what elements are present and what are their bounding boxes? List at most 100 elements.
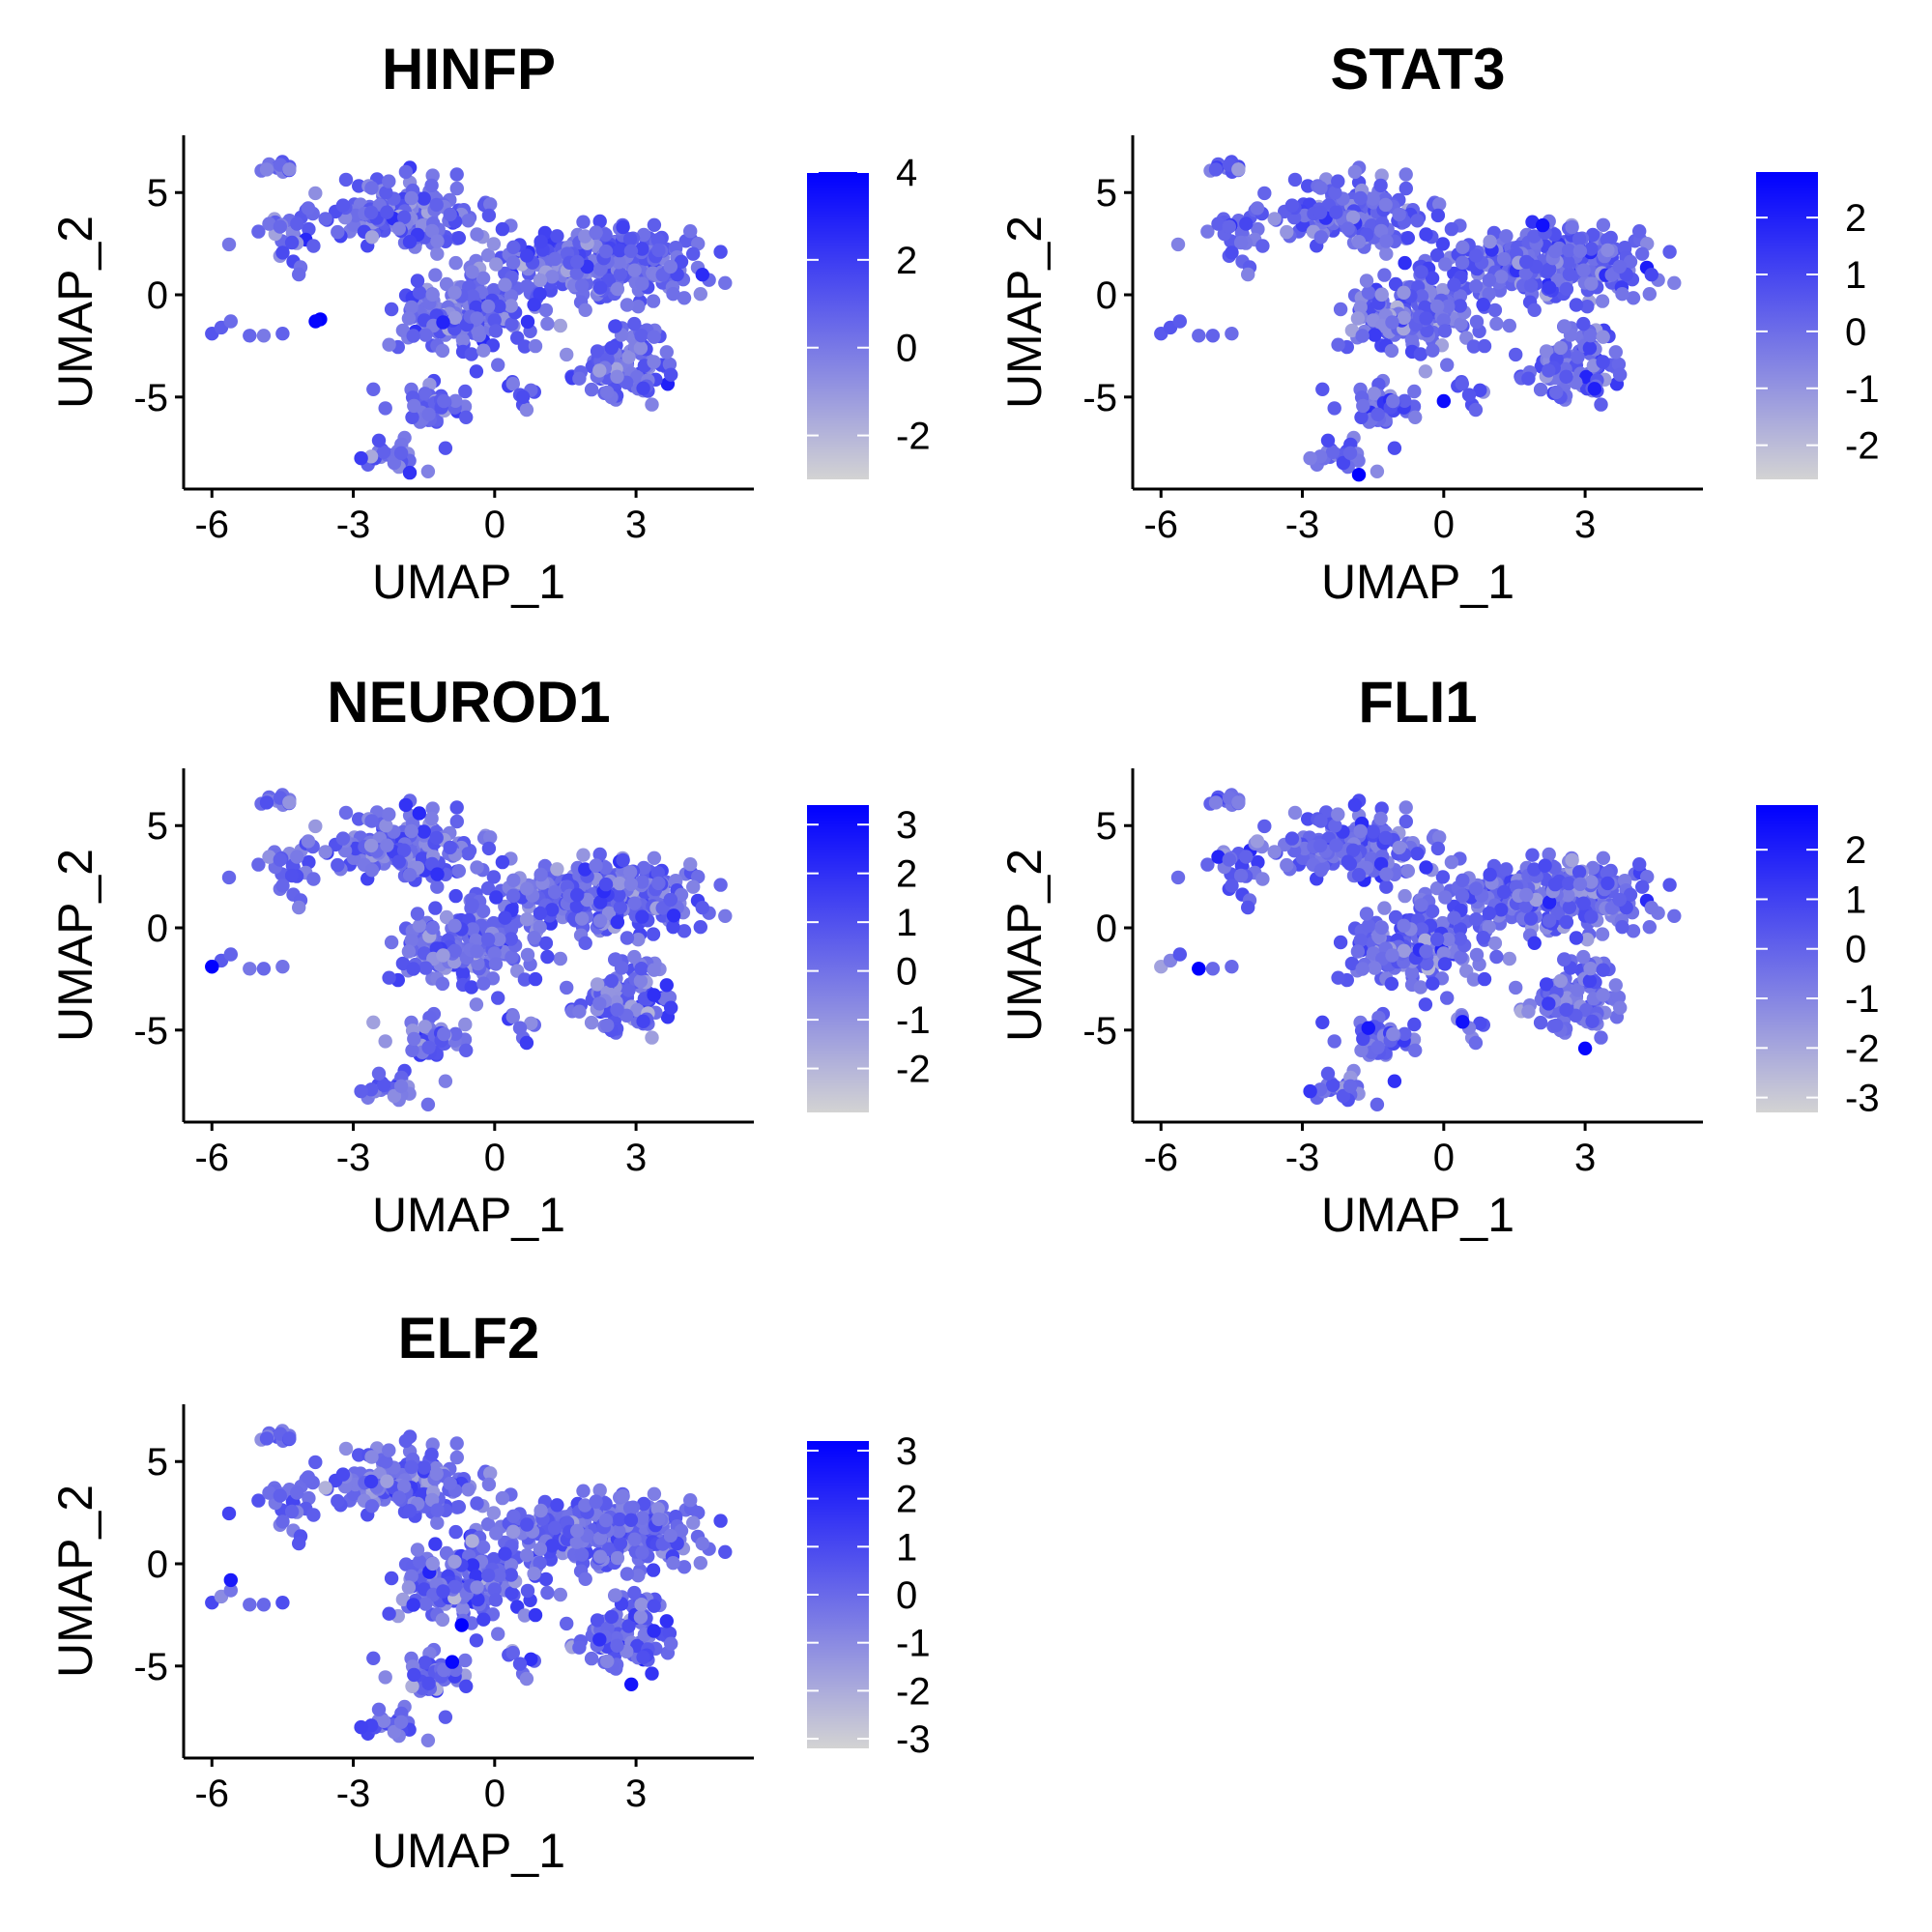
cell-point	[593, 262, 608, 276]
colorbar-tick-label: -2	[896, 1670, 931, 1713]
cell-point	[1561, 243, 1576, 258]
cell-point	[1399, 167, 1413, 182]
cell-point	[1370, 464, 1385, 478]
cell-point	[1225, 327, 1239, 341]
panel-title: ELF2	[398, 1306, 540, 1370]
cell-point	[1523, 911, 1539, 926]
cell-point	[465, 265, 479, 279]
cell-point	[449, 167, 464, 182]
cell-point	[486, 1506, 502, 1520]
cell-point	[476, 1612, 491, 1627]
cell-point	[1585, 227, 1600, 243]
cell-point	[430, 879, 445, 894]
colorbar-tick-label: 2	[896, 1479, 917, 1521]
cell-point	[1565, 219, 1579, 235]
cell-point	[420, 1733, 436, 1748]
cell-point	[1315, 1015, 1330, 1030]
cell-point	[379, 819, 393, 833]
cell-point	[693, 1556, 707, 1571]
cell-point	[666, 920, 680, 935]
cell-point	[259, 162, 274, 177]
cell-point	[1384, 976, 1399, 992]
cell-point	[1341, 854, 1356, 869]
cell-point	[1559, 281, 1574, 297]
cell-point	[480, 932, 496, 947]
cell-point	[545, 1539, 560, 1553]
cell-point	[533, 1556, 547, 1571]
cell-point	[646, 1563, 661, 1577]
cell-point	[402, 235, 418, 249]
cell-point	[371, 433, 387, 447]
cell-point	[610, 281, 625, 297]
cell-point	[677, 1560, 692, 1574]
cell-point	[447, 918, 462, 933]
cell-point	[1583, 962, 1598, 976]
cell-point	[1345, 843, 1361, 857]
cell-point	[410, 1543, 425, 1557]
cell-point	[659, 345, 674, 360]
cell-point	[517, 339, 533, 354]
cell-point	[636, 1650, 650, 1665]
cell-point	[1632, 224, 1647, 239]
cell-point	[1466, 972, 1482, 987]
colorbar-tick-label: 3	[896, 804, 917, 847]
cell-point	[506, 1509, 521, 1524]
cell-point	[636, 381, 650, 395]
cell-point	[1579, 1002, 1594, 1018]
cell-point	[1329, 838, 1343, 852]
cell-point	[1255, 239, 1270, 253]
cell-point	[1483, 234, 1497, 249]
cell-point	[1329, 205, 1343, 219]
cell-point	[402, 868, 418, 882]
cell-point	[469, 997, 484, 1012]
y-tick-label: 0	[1096, 274, 1117, 317]
cell-point	[1347, 797, 1363, 813]
cell-point	[1437, 957, 1453, 971]
cell-point	[1596, 217, 1611, 232]
cell-point	[273, 219, 287, 234]
cell-point	[662, 357, 678, 372]
cell-point	[1413, 347, 1428, 361]
cell-point	[627, 1532, 642, 1546]
cell-point	[627, 896, 642, 910]
y-axis-title: UMAP_2	[48, 849, 102, 1042]
cell-point	[519, 1548, 534, 1563]
cell-point	[438, 441, 453, 455]
cell-point	[1398, 1026, 1412, 1042]
cell-point	[651, 1512, 666, 1527]
cell-point	[578, 862, 592, 877]
cell-point	[376, 1078, 391, 1093]
cell-point	[380, 838, 394, 852]
cell-point	[465, 1534, 479, 1548]
cell-point	[256, 962, 272, 976]
cell-point	[1239, 216, 1254, 231]
cell-point	[636, 1014, 650, 1029]
cell-point	[1444, 221, 1459, 237]
cell-point	[693, 920, 707, 935]
cell-point	[593, 895, 608, 909]
cell-point	[1469, 947, 1485, 963]
cell-point	[306, 1508, 321, 1522]
cell-point	[364, 1499, 380, 1514]
cell-point	[437, 1026, 451, 1042]
cell-point	[480, 299, 496, 314]
cell-point	[572, 371, 587, 386]
cell-point	[464, 980, 478, 995]
x-tick-label: -3	[1285, 1137, 1320, 1179]
cell-point	[363, 1474, 379, 1489]
cell-point	[1373, 811, 1388, 826]
x-tick-label: -6	[1143, 1137, 1178, 1179]
cell-point	[1441, 932, 1456, 947]
cell-point	[458, 1653, 473, 1668]
y-tick-label: 0	[1096, 908, 1117, 950]
cell-point	[1379, 246, 1394, 261]
x-axis-title: UMAP_1	[372, 1824, 565, 1878]
cell-point	[600, 385, 615, 400]
cell-point	[1482, 906, 1497, 921]
cell-point	[1377, 901, 1392, 915]
cell-point	[1576, 949, 1591, 965]
cell-point	[553, 951, 567, 966]
cell-point	[486, 915, 501, 931]
cell-point	[1538, 858, 1552, 873]
cell-point	[318, 845, 332, 859]
